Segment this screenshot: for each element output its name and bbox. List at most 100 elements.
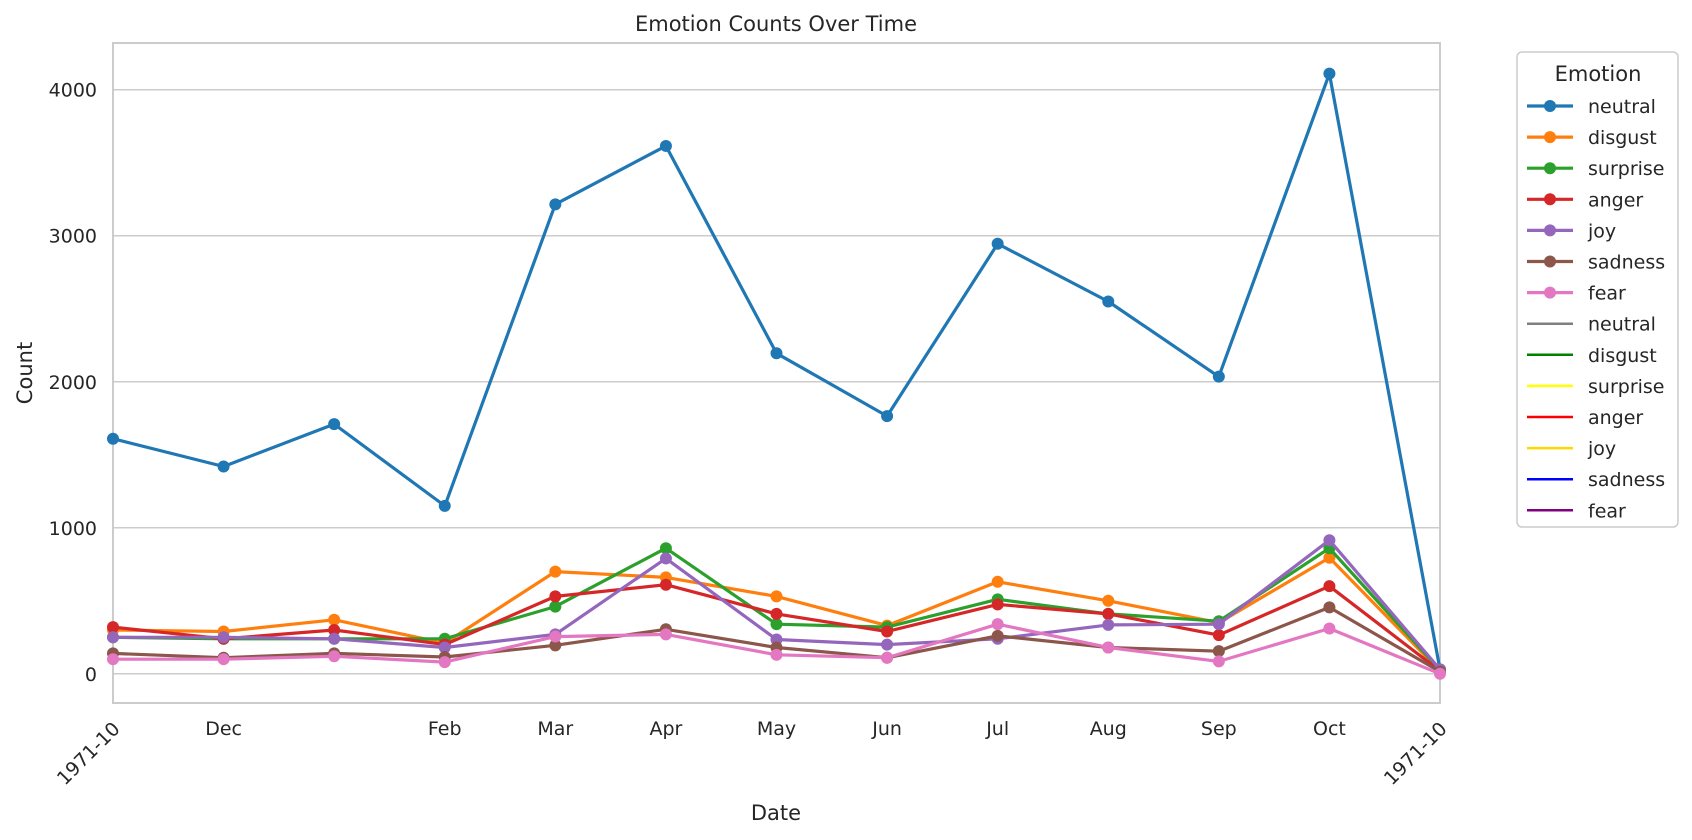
data-point-fear <box>1212 655 1225 668</box>
legend-item-fear: fear <box>1527 283 1626 305</box>
legend: Emotion neutral disgust surprise anger joy sa… <box>1516 51 1679 528</box>
legend-swatch-marker <box>1544 255 1556 268</box>
data-point-anger <box>659 578 672 591</box>
legend-item-joy: joy <box>1527 220 1616 242</box>
data-point-neutral <box>1212 370 1225 383</box>
legend-swatch-marker <box>1544 100 1556 112</box>
data-point-anger <box>107 621 119 634</box>
legend-items: neutral disgust surprise anger joy sadness fea… <box>1527 96 1665 522</box>
legend-item-disgust: disgust <box>1527 127 1657 149</box>
data-point-anger <box>549 590 562 603</box>
data-point-fear <box>881 651 894 664</box>
data-point-fear <box>438 656 451 669</box>
legend-item-sadness: sadness <box>1527 252 1665 274</box>
legend-swatch-marker <box>1544 131 1556 144</box>
legend-label: neutral <box>1588 314 1656 336</box>
data-point-neutral <box>1323 67 1336 80</box>
x-axis-title: Date <box>751 801 801 825</box>
data-point-neutral <box>770 347 783 360</box>
legend-box <box>1516 51 1679 528</box>
legend-label: joy <box>1587 220 1616 242</box>
legend-label: surprise <box>1588 158 1665 180</box>
data-point-anger <box>770 607 783 620</box>
data-point-neutral <box>328 418 341 431</box>
chart-title: Emotion Counts Over Time <box>635 12 917 36</box>
legend-item-anger: anger <box>1527 189 1643 211</box>
legend-swatch-marker <box>1544 193 1556 206</box>
data-point-disgust <box>328 613 341 626</box>
legend-item-surprise: surprise <box>1527 158 1665 180</box>
data-point-neutral <box>549 198 562 211</box>
series-line-neutral <box>112 72 1442 670</box>
legend-item-neutral: neutral <box>1527 96 1656 118</box>
data-point-fear <box>770 648 783 661</box>
legend-label: surprise <box>1588 376 1665 398</box>
data-point-joy <box>1212 618 1225 631</box>
data-point-sadness <box>1212 645 1225 658</box>
x-tick-label: Apr <box>649 718 682 740</box>
legend-label: anger <box>1588 407 1643 429</box>
legend-label: disgust <box>1588 345 1657 367</box>
legend-label: joy <box>1587 438 1616 460</box>
legend-item-joy: joy <box>1527 438 1616 460</box>
data-point-surprise <box>659 542 672 555</box>
legend-label: anger <box>1588 189 1643 211</box>
data-point-anger <box>991 598 1004 611</box>
data-point-anger <box>1212 629 1225 642</box>
data-point-sadness <box>991 629 1004 642</box>
data-point-neutral <box>659 139 672 152</box>
data-point-fear <box>991 618 1004 631</box>
data-point-joy <box>107 631 119 644</box>
data-point-anger <box>881 625 894 638</box>
data-point-disgust <box>770 590 783 603</box>
plot-frame <box>112 42 1441 704</box>
data-point-disgust <box>1102 594 1115 607</box>
data-point-fear <box>217 653 230 666</box>
data-point-sadness <box>1323 601 1336 614</box>
data-point-joy <box>659 552 672 565</box>
legend-label: neutral <box>1588 96 1656 118</box>
x-tick-label: Feb <box>428 718 462 740</box>
data-point-joy <box>1102 618 1115 631</box>
data-point-neutral <box>991 237 1004 250</box>
y-axis-title: Count <box>13 342 37 404</box>
legend-item-surprise: surprise <box>1527 376 1665 398</box>
data-point-joy <box>217 631 230 644</box>
legend-item-fear: fear <box>1527 500 1626 522</box>
legend-title: Emotion <box>1555 62 1642 86</box>
data-point-neutral <box>1102 295 1115 308</box>
y-tick-label: 2000 <box>49 372 97 394</box>
data-point-anger <box>1323 580 1336 593</box>
legend-item-neutral: neutral <box>1527 314 1656 336</box>
data-point-joy <box>1323 534 1336 547</box>
data-point-disgust <box>1323 551 1336 564</box>
x-tick-label: Dec <box>205 718 242 740</box>
data-point-disgust <box>991 575 1004 588</box>
y-tick-labels: 0 1000 2000 3000 4000 <box>49 80 97 686</box>
y-tick-label: 0 <box>85 664 97 686</box>
legend-label: fear <box>1588 500 1626 522</box>
legend-swatch-marker <box>1544 286 1556 299</box>
series-layer <box>107 67 1446 680</box>
data-point-anger <box>1102 607 1115 620</box>
x-tick-label: Jun <box>871 718 902 740</box>
legend-item-sadness: sadness <box>1527 469 1665 491</box>
legend-swatch-marker <box>1544 162 1556 175</box>
data-point-neutral <box>438 499 451 512</box>
data-point-fear <box>107 653 119 666</box>
x-tick-label: Sep <box>1201 718 1237 740</box>
x-tick-label: May <box>757 718 796 740</box>
data-point-sadness <box>549 639 562 652</box>
data-point-joy <box>328 632 341 645</box>
data-point-fear <box>1434 667 1446 680</box>
x-tick-label: 1971-10 <box>53 718 125 790</box>
y-tick-label: 1000 <box>49 518 97 540</box>
data-point-neutral <box>107 432 119 445</box>
y-tick-label: 3000 <box>49 226 97 248</box>
data-point-fear <box>549 630 562 643</box>
legend-label: sadness <box>1588 469 1665 491</box>
x-tick-label: Mar <box>537 718 573 740</box>
legend-label: disgust <box>1588 127 1657 149</box>
data-point-neutral <box>881 410 894 423</box>
